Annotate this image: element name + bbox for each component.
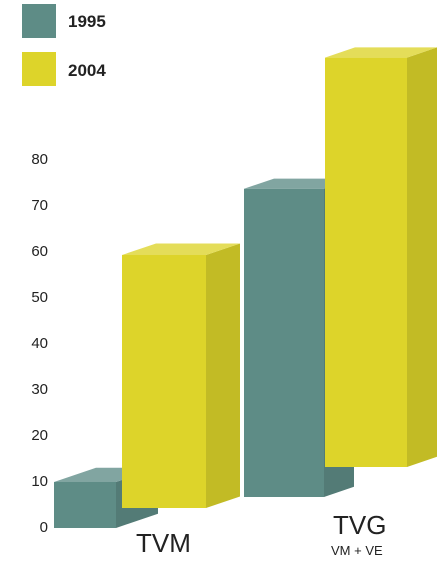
- y-tick-label: 30: [31, 381, 48, 398]
- bar-side: [407, 47, 437, 468]
- bar-front: [244, 188, 324, 498]
- category-sublabel-tvg: VM + VE: [331, 543, 383, 558]
- bar-side: [206, 243, 240, 508]
- y-tick-label: 80: [31, 151, 48, 168]
- legend-swatch-2004: [22, 52, 56, 86]
- bar-top: [122, 243, 240, 255]
- y-axis: 0 10 20 30 40 50 60 70 80: [31, 151, 48, 536]
- bar-2004-tvg: [325, 47, 437, 468]
- legend-swatch-1995: [22, 4, 56, 38]
- bar-front: [325, 57, 407, 467]
- bars: [54, 47, 437, 528]
- y-tick-label: 10: [31, 473, 48, 490]
- category-labels: TVM TVG VM + VE: [136, 510, 386, 558]
- category-label-tvg: TVG: [333, 510, 386, 540]
- y-tick-label: 20: [31, 427, 48, 444]
- y-tick-label: 50: [31, 289, 48, 306]
- y-tick-label: 60: [31, 243, 48, 260]
- bar-top: [325, 47, 437, 58]
- category-label-tvm: TVM: [136, 528, 191, 558]
- y-tick-label: 40: [31, 335, 48, 352]
- bar-2004-tvm: [122, 243, 240, 508]
- y-tick-label: 0: [40, 519, 48, 536]
- bar-front: [122, 255, 206, 508]
- legend-label-1995: 1995: [68, 12, 106, 31]
- bar-front: [54, 482, 116, 528]
- y-tick-label: 70: [31, 197, 48, 214]
- legend: 1995 2004: [22, 4, 106, 86]
- legend-label-2004: 2004: [68, 61, 106, 80]
